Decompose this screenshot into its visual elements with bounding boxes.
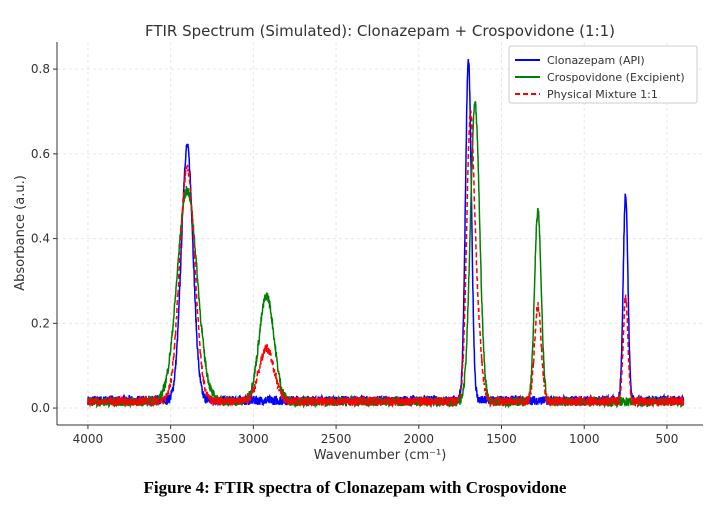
x-tick-label: 500 xyxy=(655,432,678,446)
y-tick-label: 0.8 xyxy=(31,62,50,76)
y-tick-label: 0.4 xyxy=(31,232,50,246)
spectra-curves xyxy=(87,58,685,409)
x-tick-label: 2000 xyxy=(404,432,435,446)
series-line-2 xyxy=(87,110,685,409)
x-tick-label: 2500 xyxy=(321,432,352,446)
gridlines xyxy=(57,42,703,425)
series-line-1 xyxy=(87,100,685,409)
y-tick-label: 0.6 xyxy=(31,147,50,161)
x-tick-label: 1000 xyxy=(569,432,600,446)
x-axis-label: Wavenumber (cm⁻¹) xyxy=(314,448,447,463)
chart-title: FTIR Spectrum (Simulated): Clonazepam + … xyxy=(145,22,615,40)
legend-label-1: Crospovidone (Excipient) xyxy=(547,71,685,84)
legend: Clonazepam (API) Crospovidone (Excipient)… xyxy=(508,45,698,104)
x-tick-label: 4000 xyxy=(73,432,104,446)
ftir-chart: 4000 3500 3000 2500 2000 1500 1000 500 0.0 0.2 0.4… xyxy=(13,22,703,463)
y-tick-label: 0.0 xyxy=(31,401,50,415)
legend-label-0: Clonazepam (API) xyxy=(547,54,645,67)
axes: 4000 3500 3000 2500 2000 1500 1000 500 0.0 0.2 0.4… xyxy=(31,42,703,446)
legend-label-2: Physical Mixture 1:1 xyxy=(547,88,658,101)
x-tick-label: 3500 xyxy=(155,432,186,446)
series-line-0 xyxy=(87,58,685,408)
figure-caption: Figure 4: FTIR spectra of Clonazepam wit… xyxy=(143,478,567,497)
y-tick-label: 0.2 xyxy=(31,316,50,330)
x-tick-label: 3000 xyxy=(238,432,269,446)
y-axis-label: Absorbance (a.u.) xyxy=(13,175,28,291)
x-tick-label: 1500 xyxy=(486,432,517,446)
